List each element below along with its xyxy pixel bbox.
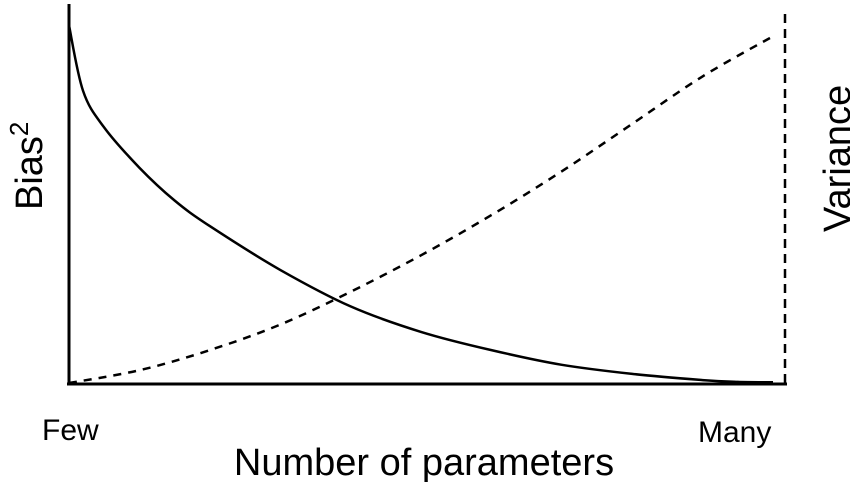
- left-y-axis-title-text: Bias: [9, 136, 51, 210]
- x-tick-label-few: Few: [42, 414, 99, 447]
- bias-squared-curve: [67, 25, 774, 384]
- right-y-axis-title: Variance: [817, 85, 850, 232]
- x-tick-label-many: Many: [698, 416, 771, 449]
- left-y-axis-title: Bias2: [4, 122, 51, 210]
- x-axis-title: Number of parameters: [234, 442, 614, 482]
- left-y-axis-title-superscript: 2: [4, 122, 34, 136]
- series-layer: [67, 25, 774, 385]
